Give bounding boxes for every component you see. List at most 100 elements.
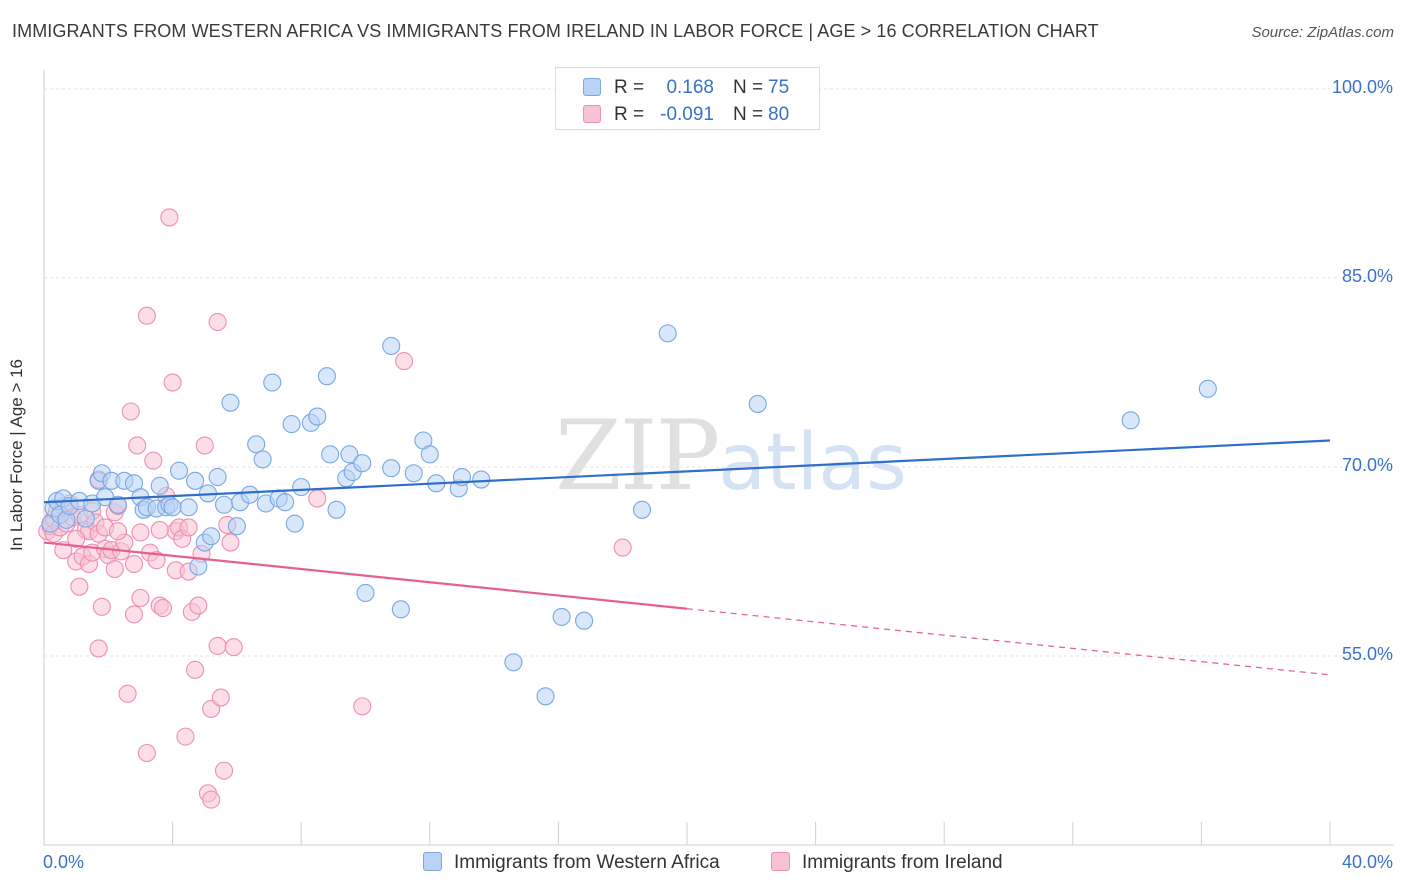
legend-label-ireland: Immigrants from Ireland bbox=[802, 852, 1003, 873]
point-ireland bbox=[153, 599, 173, 618]
point-ireland bbox=[221, 533, 240, 552]
point-western-africa bbox=[108, 495, 127, 514]
point-western-africa bbox=[227, 517, 246, 536]
trendline-extension-ireland bbox=[686, 608, 1331, 676]
point-western-africa bbox=[76, 509, 95, 528]
point-western-africa bbox=[189, 557, 208, 576]
point-western-africa bbox=[1198, 379, 1217, 398]
point-ireland bbox=[118, 684, 137, 703]
point-western-africa bbox=[282, 415, 301, 434]
point-ireland bbox=[131, 523, 150, 542]
point-western-africa bbox=[353, 454, 372, 473]
point-western-africa bbox=[327, 500, 346, 519]
point-ireland bbox=[160, 208, 179, 227]
point-ireland bbox=[224, 638, 243, 657]
point-ireland bbox=[211, 688, 230, 707]
stats-legend-row-western-africa: R = 0.168 N = 75 bbox=[556, 73, 819, 101]
y-tick-label: 100.0% bbox=[1331, 76, 1393, 97]
point-ireland bbox=[67, 529, 86, 548]
legend-swatch-pink bbox=[583, 105, 601, 123]
n-label: N = bbox=[733, 77, 764, 98]
point-western-africa bbox=[321, 445, 340, 464]
point-ireland bbox=[150, 520, 169, 540]
point-western-africa bbox=[317, 367, 336, 386]
point-western-africa bbox=[202, 527, 221, 546]
point-western-africa bbox=[308, 407, 327, 426]
point-western-africa bbox=[208, 467, 227, 487]
point-western-africa bbox=[340, 445, 359, 464]
point-western-africa bbox=[263, 373, 282, 392]
point-western-africa bbox=[285, 514, 304, 533]
point-ireland bbox=[105, 559, 124, 579]
point-western-africa bbox=[163, 498, 182, 517]
point-ireland bbox=[144, 451, 163, 470]
point-ireland bbox=[202, 790, 221, 809]
point-ireland bbox=[131, 588, 150, 608]
point-western-africa bbox=[240, 485, 259, 504]
point-western-africa bbox=[552, 607, 571, 626]
point-ireland bbox=[70, 577, 89, 596]
r-label: R = bbox=[614, 104, 645, 125]
point-western-africa bbox=[382, 459, 401, 478]
point-ireland bbox=[147, 551, 166, 570]
r-value: -0.091 bbox=[660, 104, 714, 125]
y-tick-label: 85.0% bbox=[1341, 265, 1393, 286]
y-axis-label: In Labor Force | Age > 16 bbox=[7, 358, 26, 552]
watermark-zip: ZIP bbox=[555, 400, 720, 512]
point-ireland bbox=[214, 761, 234, 780]
point-ireland bbox=[208, 636, 227, 655]
point-ireland bbox=[186, 660, 205, 679]
point-ireland bbox=[128, 436, 147, 455]
point-ireland bbox=[395, 352, 414, 371]
trendline-ireland bbox=[43, 541, 688, 610]
point-ireland bbox=[176, 727, 195, 746]
y-tick-label: 70.0% bbox=[1341, 454, 1393, 475]
r-label: R = bbox=[614, 77, 645, 98]
chart-title: IMMIGRANTS FROM WESTERN AFRICA VS IMMIGR… bbox=[12, 21, 1099, 41]
point-ireland bbox=[163, 373, 182, 392]
point-ireland bbox=[308, 489, 327, 508]
point-western-africa bbox=[292, 478, 311, 497]
legend-item-western-africa[interactable]: Immigrants from Western Africa bbox=[423, 852, 720, 874]
x-tick-label-max: 40.0% bbox=[1341, 852, 1393, 872]
legend-swatch-blue bbox=[583, 78, 601, 96]
point-ireland bbox=[353, 697, 372, 716]
stats-legend-row-ireland: R = -0.091 N = 80 bbox=[556, 100, 819, 128]
n-value: 80 bbox=[768, 104, 790, 125]
point-ireland bbox=[195, 436, 214, 455]
legend-item-ireland[interactable]: Immigrants from Ireland bbox=[771, 852, 1003, 874]
point-ireland bbox=[189, 596, 208, 615]
point-ireland bbox=[89, 639, 108, 658]
point-ireland bbox=[121, 402, 140, 421]
source-label: Source: ZipAtlas.com bbox=[1251, 24, 1394, 41]
point-western-africa bbox=[221, 393, 240, 412]
point-western-africa bbox=[748, 394, 767, 413]
trendline-western-africa bbox=[43, 439, 1331, 504]
point-ireland bbox=[124, 605, 144, 624]
point-western-africa bbox=[404, 464, 423, 483]
point-western-africa bbox=[150, 476, 169, 495]
point-western-africa bbox=[536, 687, 555, 706]
point-western-africa bbox=[214, 495, 234, 514]
point-western-africa bbox=[276, 493, 295, 512]
legend-swatch-blue bbox=[423, 852, 442, 871]
point-western-africa bbox=[420, 445, 439, 464]
point-ireland bbox=[179, 518, 198, 537]
point-western-africa bbox=[472, 470, 491, 489]
n-label: N = bbox=[733, 104, 764, 125]
point-ireland bbox=[137, 743, 156, 763]
point-ireland bbox=[137, 306, 156, 325]
point-western-africa bbox=[253, 450, 272, 469]
point-ireland bbox=[92, 597, 111, 616]
point-ireland bbox=[208, 312, 227, 332]
point-western-africa bbox=[186, 471, 205, 490]
n-value: 75 bbox=[768, 77, 790, 98]
point-ireland bbox=[613, 538, 632, 557]
x-tick-label-min: 0.0% bbox=[43, 852, 85, 872]
point-western-africa bbox=[247, 435, 266, 454]
y-tick-label: 55.0% bbox=[1341, 643, 1393, 664]
point-western-africa bbox=[1121, 411, 1140, 430]
legend-label-western-africa: Immigrants from Western Africa bbox=[454, 852, 720, 873]
point-western-africa bbox=[391, 600, 410, 619]
